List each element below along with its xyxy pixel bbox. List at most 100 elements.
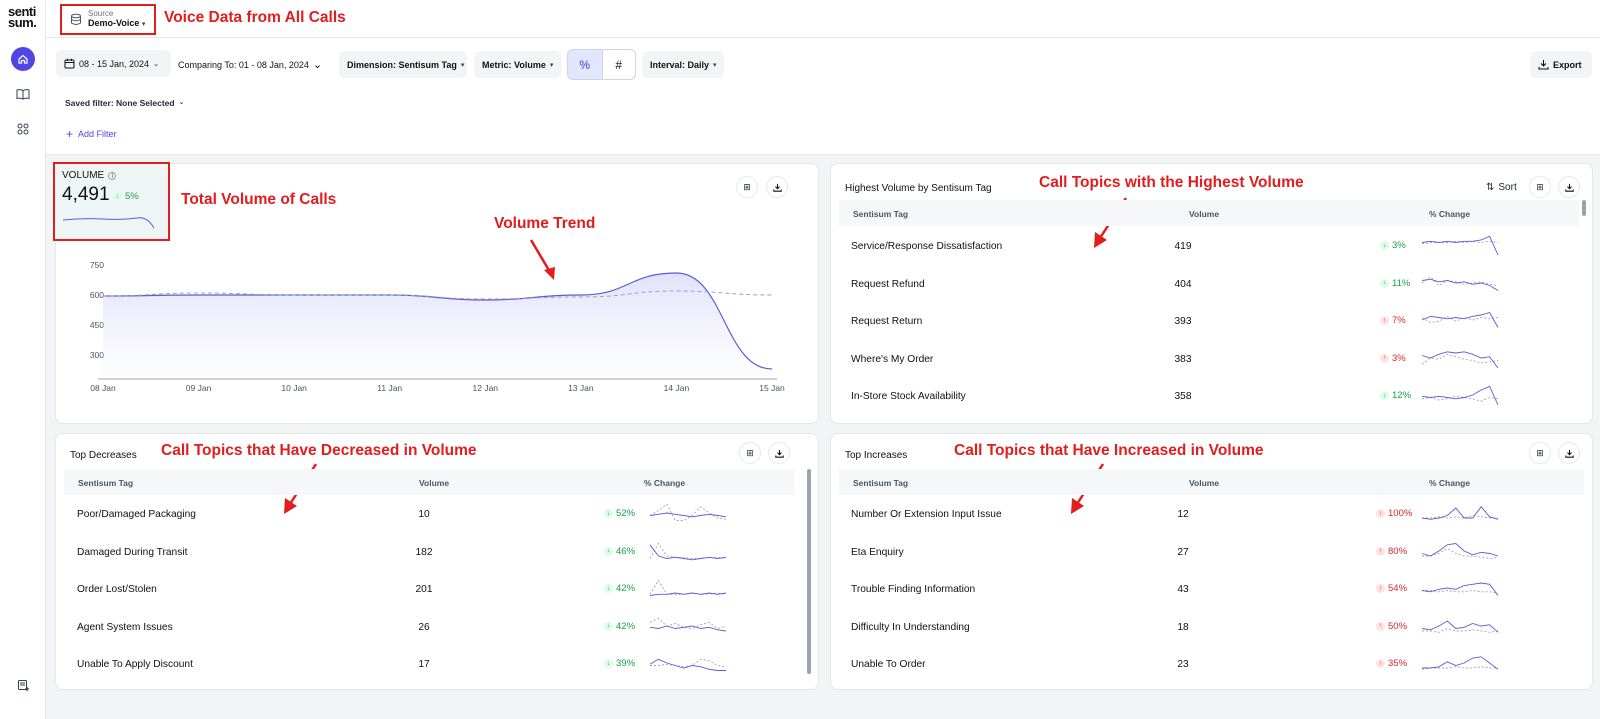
row-sparkline [1421,350,1499,368]
table-row[interactable]: Difficulty In Understanding 18 ↑ 50% [831,609,1581,646]
x-tick-label: 12 Jan [473,383,499,393]
download-button[interactable] [768,442,790,464]
source-selector[interactable]: Source Demo-Voice ▾ [60,4,156,35]
download-button[interactable] [1558,442,1580,464]
date-range-picker[interactable]: 08 - 15 Jan, 2024 ⌄ [56,50,171,77]
dimension-dropdown[interactable]: Dimension: Sentisum Tag ▾ [339,51,467,78]
volume-summary[interactable]: VOLUME i 4,491 ↓ 5% [53,162,170,241]
table-row[interactable]: In-Store Stock Availability 358 ↓ 12% [831,378,1581,415]
y-tick-label: 750 [90,260,104,270]
add-filter-label: Add Filter [78,129,117,139]
column-header[interactable]: % Change [1429,209,1471,219]
arrow-up-icon: ↑ [1376,509,1385,518]
sort-button[interactable]: ⇅ Sort [1486,182,1517,193]
table-row[interactable]: Unable To Apply Discount 17 ↓ 39% [56,646,806,683]
row-volume: 12 [1177,509,1189,520]
column-header[interactable]: Volume [419,478,450,488]
row-volume: 10 [418,509,430,520]
volume-value: 4,491 [62,184,110,205]
scrollbar[interactable] [1582,200,1586,216]
saved-filter-dropdown[interactable]: Saved filter: None Selected ⌄ [65,98,184,108]
row-sparkline [1421,542,1499,559]
add-filter-button[interactable]: + Add Filter [66,127,117,141]
sparkline-current [1422,656,1499,670]
home-icon[interactable] [11,47,35,71]
row-change: ↓ 52% [604,508,635,519]
row-change: ↑ 100% [1376,508,1412,519]
download-button[interactable] [766,176,788,198]
brand-logo[interactable]: senti sum. [8,4,37,30]
table-row[interactable]: Poor/Damaged Packaging 10 ↓ 52% [56,496,806,533]
x-tick-label: 09 Jan [186,383,212,393]
expand-button[interactable]: ⊞ [739,442,761,464]
row-volume: 27 [1177,546,1189,558]
sparkline-previous [1421,315,1499,323]
row-sparkline [1421,656,1499,670]
column-header[interactable]: % Change [644,478,686,488]
apps-icon: ⊞ [1536,447,1544,458]
sparkline-current [649,658,726,671]
column-header[interactable]: Sentisum Tag [853,478,909,488]
add-report-icon[interactable] [11,673,35,697]
percent-toggle[interactable]: % [568,50,602,79]
row-tag: Agent System Issues [77,621,173,633]
column-header[interactable]: Volume [1189,209,1220,219]
row-tag: Service/Response Dissatisfaction [851,241,1003,252]
export-button[interactable]: Export [1530,51,1592,78]
row-volume: 419 [1174,241,1192,252]
table-row[interactable]: Service/Response Dissatisfaction 419 ↓ 3% [831,228,1581,265]
sparkline-current [649,544,727,560]
interval-dropdown[interactable]: Interval: Daily ▾ [642,51,724,78]
sparkline-previous [649,579,727,595]
sparkline-current [1421,582,1499,596]
row-sparkline [649,503,727,521]
comparing-selector[interactable]: Comparing To: 01 - 08 Jan, 2024 ⌄ [170,51,330,78]
info-icon: i [108,171,117,180]
book-icon[interactable] [11,82,35,106]
row-change: ↑ 50% [1376,621,1407,632]
arrow-down-icon: ↓ [604,509,613,518]
annotation-arrow [529,239,555,280]
row-change: ↓ 12% [1380,390,1411,401]
row-tag: Request Return [851,316,923,327]
row-volume: 383 [1174,353,1192,365]
sparkline-previous [1421,353,1499,365]
database-icon [71,13,81,25]
table-row[interactable]: Eta Enquiry 27 ↑ 80% [831,534,1581,571]
expand-button[interactable]: ⊞ [736,176,758,198]
table-row[interactable]: Where's My Order 383 ↑ 3% [831,341,1581,378]
column-header[interactable]: Sentisum Tag [853,209,909,219]
sparkline-previous [649,503,727,521]
table-row[interactable]: Number Or Extension Input Issue 12 ↑ 100% [831,496,1581,533]
column-header[interactable]: % Change [1429,478,1471,488]
count-toggle[interactable]: # [601,50,636,79]
row-tag: Poor/Damaged Packaging [77,509,196,520]
expand-button[interactable]: ⊞ [1529,442,1551,464]
y-tick-label: 600 [90,290,104,300]
filter-toolbar: 08 - 15 Jan, 2024 ⌄ Comparing To: 01 - 0… [46,38,1600,155]
column-header[interactable]: Sentisum Tag [78,478,134,488]
scrollbar[interactable] [807,469,811,674]
sparkline-previous [1422,515,1498,519]
chevron-down-icon: ⌄ [153,60,159,68]
row-change: ↓ 39% [604,658,635,669]
table-row[interactable]: Trouble Finding Information 43 ↑ 54% [831,571,1581,608]
column-header[interactable]: Volume [1189,478,1220,488]
table-row[interactable]: Request Refund 404 ↓ 11% [831,266,1581,303]
row-change: ↑ 7% [1380,315,1406,326]
row-sparkline [1421,506,1499,520]
table-row[interactable]: Agent System Issues 26 ↓ 42% [56,609,806,646]
table-row[interactable]: Request Return 393 ↑ 7% [831,303,1581,340]
apps-icon[interactable] [11,117,35,141]
sparkline-current [1421,311,1499,328]
table-row[interactable]: Unable To Order 23 ↑ 35% [831,646,1581,683]
table-row[interactable]: Order Lost/Stolen 201 ↓ 42% [56,571,806,608]
metric-dropdown[interactable]: Metric: Volume ▾ [474,51,561,78]
arrow-up-icon: ↑ [1376,621,1385,631]
expand-button[interactable]: ⊞ [1529,176,1551,198]
arrow-up-icon: ↑ [1380,316,1389,325]
sparkline-current [1421,278,1499,291]
source-label: Source [88,9,114,18]
download-button[interactable] [1558,176,1580,198]
table-row[interactable]: Damaged During Transit 182 ↓ 46% [56,534,806,571]
